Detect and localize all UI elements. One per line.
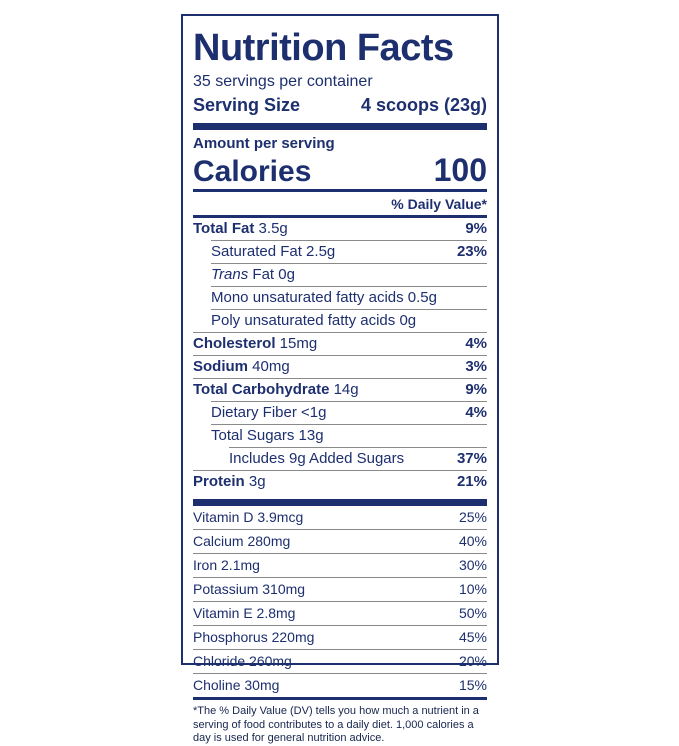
nutrient-row: Poly unsaturated fatty acids 0g xyxy=(193,310,487,332)
divider-thin xyxy=(193,625,487,626)
nutrient-row: Trans Fat 0g xyxy=(193,264,487,286)
nutrient-name: Total Fat 3.5g xyxy=(193,220,288,237)
nutrition-facts-panel: Nutrition Facts 35 servings per containe… xyxy=(181,14,499,744)
vitamin-name: Vitamin D 3.9mcg xyxy=(193,509,304,525)
vitamin-percent: 10% xyxy=(458,581,487,597)
page-title: Nutrition Facts xyxy=(193,27,454,69)
nutrient-percent: 9% xyxy=(465,381,487,398)
vitamin-row: Potassium 310mg 10% xyxy=(193,578,487,601)
divider-thin xyxy=(211,286,487,287)
vitamin-percent: 20% xyxy=(458,653,487,669)
nutrient-percent: 37% xyxy=(456,450,487,467)
divider-thin xyxy=(211,424,487,425)
divider-thin xyxy=(211,263,487,264)
vitamin-row: Vitamin E 2.8mg 50% xyxy=(193,602,487,625)
vitamin-name: Chloride 260mg xyxy=(193,653,292,669)
nutrient-row: Sodium 40mg 3% xyxy=(193,356,487,378)
nutrient-row: Total Fat 3.5g 9% xyxy=(193,218,487,240)
servings-per-container: 35 servings per container xyxy=(193,73,373,90)
nutrient-percent: 4% xyxy=(465,335,487,352)
nutrient-row: Total Sugars 13g xyxy=(193,425,487,447)
vitamin-row: Chloride 260mg 20% xyxy=(193,650,487,673)
serving-size-value: 4 scoops (23g) xyxy=(360,95,487,115)
divider-thin xyxy=(193,355,487,356)
nutrient-name: Total Sugars 13g xyxy=(211,427,324,444)
vitamin-row: Calcium 280mg 40% xyxy=(193,530,487,553)
vitamin-percent: 25% xyxy=(458,509,487,525)
divider-thin xyxy=(193,553,487,554)
vitamin-percent: 30% xyxy=(458,557,487,573)
nutrition-label-page: Nutrition Facts 35 servings per containe… xyxy=(181,14,499,744)
calories-row: Calories 100 xyxy=(193,153,487,189)
nutrient-name: Cholesterol 15mg xyxy=(193,335,318,352)
nutrient-name: Total Carbohydrate 14g xyxy=(193,381,359,398)
vitamin-row: Choline 30mg 15% xyxy=(193,674,487,697)
vitamin-row: Vitamin D 3.9mcg 25% xyxy=(193,506,487,529)
serving-size-row: Serving Size 4 scoops (23g) xyxy=(193,93,487,117)
vitamin-percent: 40% xyxy=(458,533,487,549)
divider-thin xyxy=(193,601,487,602)
nutrient-percent: 23% xyxy=(456,243,487,260)
nutrient-name: Includes 9g Added Sugars xyxy=(229,450,405,467)
vitamin-percent: 45% xyxy=(458,629,487,645)
nutrient-name: Trans Fat 0g xyxy=(211,266,295,283)
nutrient-row: Saturated Fat 2.5g 23% xyxy=(193,241,487,263)
divider-thin xyxy=(211,240,487,241)
vitamin-name: Vitamin E 2.8mg xyxy=(193,605,296,621)
divider-after-protein xyxy=(193,499,487,506)
nutrient-percent: 4% xyxy=(465,404,487,421)
daily-value-header: % Daily Value* xyxy=(391,196,487,212)
daily-value-footnote: *The % Daily Value (DV) tells you how mu… xyxy=(193,705,479,744)
nutrients-list: Total Fat 3.5g 9% Saturated Fat 2.5g 23% Tra… xyxy=(193,218,487,493)
vitamin-percent: 15% xyxy=(458,677,487,693)
divider-thin xyxy=(193,577,487,578)
nutrient-percent: 21% xyxy=(456,473,487,490)
divider-thin xyxy=(193,673,487,674)
vitamin-name: Choline 30mg xyxy=(193,677,280,693)
nutrient-percent: 3% xyxy=(465,358,487,375)
vitamin-percent: 50% xyxy=(458,605,487,621)
vitamin-name: Potassium 310mg xyxy=(193,581,306,597)
divider-thin xyxy=(211,401,487,402)
serving-size-label: Serving Size xyxy=(193,95,301,115)
divider-after-calories xyxy=(193,189,487,192)
vitamin-row: Phosphorus 220mg 45% xyxy=(193,626,487,649)
divider-thin xyxy=(193,470,487,471)
divider-thin xyxy=(193,529,487,530)
vitamin-name: Phosphorus 220mg xyxy=(193,629,315,645)
divider-thin xyxy=(193,649,487,650)
divider-thin xyxy=(229,447,487,448)
nutrient-row: Cholesterol 15mg 4% xyxy=(193,333,487,355)
nutrient-percent: 9% xyxy=(465,220,487,237)
calories-value: 100 xyxy=(433,152,487,188)
vitamin-row: Iron 2.1mg 30% xyxy=(193,554,487,577)
nutrient-name: Saturated Fat 2.5g xyxy=(211,243,336,260)
divider-before-nutrients xyxy=(193,215,487,218)
vitamin-name: Calcium 280mg xyxy=(193,533,291,549)
nutrient-row: Protein 3g 21% xyxy=(193,471,487,493)
vitamins-list: Vitamin D 3.9mcg 25% Calcium 280mg 40% Iron … xyxy=(193,506,487,697)
divider-thin xyxy=(211,309,487,310)
divider-thick-header xyxy=(193,123,487,130)
amount-per-serving-label: Amount per serving xyxy=(193,135,335,152)
nutrient-row: Mono unsaturated fatty acids 0.5g xyxy=(193,287,487,309)
nutrient-name: Poly unsaturated fatty acids 0g xyxy=(211,312,417,329)
divider-thin xyxy=(193,332,487,333)
vitamin-name: Iron 2.1mg xyxy=(193,557,260,573)
nutrient-row: Includes 9g Added Sugars 37% xyxy=(193,448,487,470)
nutrient-name: Mono unsaturated fatty acids 0.5g xyxy=(211,289,437,306)
nutrient-name: Protein 3g xyxy=(193,473,266,490)
divider-thin xyxy=(193,378,487,379)
nutrient-name: Dietary Fiber <1g xyxy=(211,404,327,421)
nutrient-row: Dietary Fiber <1g 4% xyxy=(193,402,487,424)
nutrient-name: Sodium 40mg xyxy=(193,358,290,375)
calories-label: Calories xyxy=(193,155,312,188)
nutrient-row: Total Carbohydrate 14g 9% xyxy=(193,379,487,401)
